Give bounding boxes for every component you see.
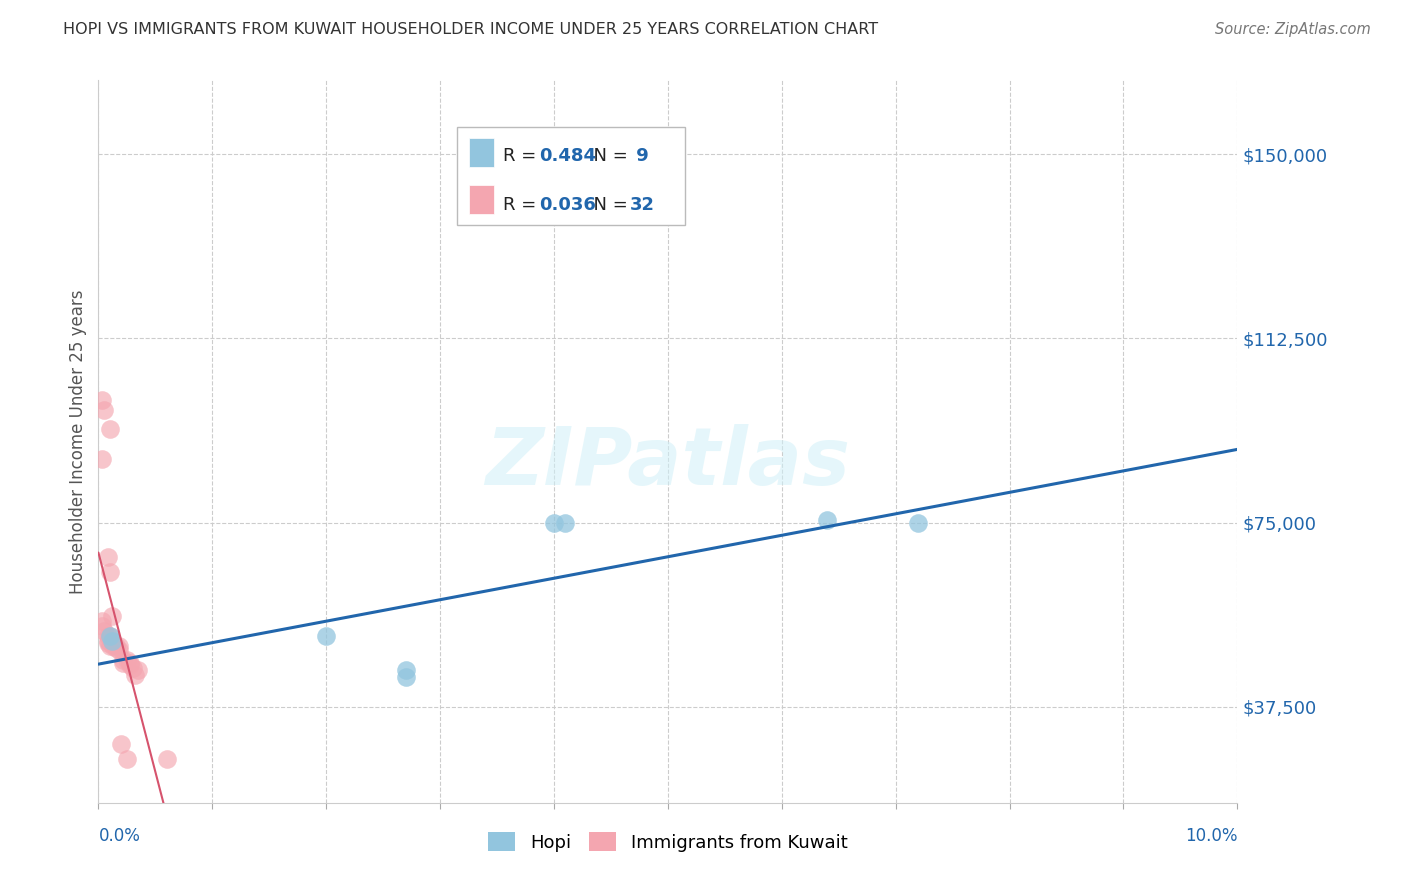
- Point: [554, 516, 576, 530]
- Point: [93, 624, 115, 638]
- Point: [115, 653, 138, 667]
- Point: [104, 639, 127, 653]
- Point: [98, 629, 121, 643]
- Point: [112, 653, 135, 667]
- Text: N =: N =: [582, 147, 634, 165]
- Text: HOPI VS IMMIGRANTS FROM KUWAIT HOUSEHOLDER INCOME UNDER 25 YEARS CORRELATION CHA: HOPI VS IMMIGRANTS FROM KUWAIT HOUSEHOLD…: [63, 22, 879, 37]
- Text: 10.0%: 10.0%: [1185, 828, 1237, 846]
- Point: [121, 660, 143, 674]
- Point: [98, 565, 121, 579]
- Point: [101, 609, 124, 624]
- Text: ZIPatlas: ZIPatlas: [485, 425, 851, 502]
- Point: [124, 668, 146, 682]
- Text: 32: 32: [630, 195, 655, 213]
- Text: 0.0%: 0.0%: [98, 828, 141, 846]
- Point: [98, 639, 121, 653]
- FancyBboxPatch shape: [457, 128, 685, 225]
- Text: 9: 9: [630, 147, 650, 165]
- Point: [108, 639, 131, 653]
- Point: [96, 633, 118, 648]
- Point: [108, 643, 131, 657]
- Bar: [468, 138, 494, 167]
- Point: [110, 737, 132, 751]
- Point: [115, 751, 138, 765]
- Point: [120, 658, 142, 673]
- Point: [103, 639, 125, 653]
- Point: [101, 633, 124, 648]
- Point: [96, 629, 118, 643]
- Point: [96, 549, 118, 564]
- Point: [907, 516, 929, 530]
- Point: [395, 663, 418, 677]
- Point: [127, 663, 149, 677]
- Text: 0.036: 0.036: [538, 195, 596, 213]
- Point: [93, 402, 115, 417]
- Point: [112, 656, 135, 670]
- Point: [96, 636, 118, 650]
- Point: [120, 656, 142, 670]
- Text: R =: R =: [503, 147, 541, 165]
- Point: [90, 451, 112, 466]
- Point: [395, 670, 418, 684]
- Point: [104, 640, 127, 655]
- Point: [98, 422, 121, 436]
- Point: [543, 516, 565, 530]
- Y-axis label: Householder Income Under 25 years: Householder Income Under 25 years: [69, 289, 87, 594]
- Point: [815, 513, 838, 527]
- Text: R =: R =: [503, 195, 541, 213]
- Point: [315, 629, 337, 643]
- Bar: [468, 185, 494, 214]
- Legend: Hopi, Immigrants from Kuwait: Hopi, Immigrants from Kuwait: [481, 825, 855, 859]
- Text: 0.484: 0.484: [538, 147, 596, 165]
- Point: [98, 629, 121, 643]
- Point: [90, 619, 112, 633]
- Point: [101, 633, 124, 648]
- Text: Source: ZipAtlas.com: Source: ZipAtlas.com: [1215, 22, 1371, 37]
- Point: [90, 614, 112, 628]
- Point: [90, 392, 112, 407]
- Point: [156, 751, 179, 765]
- Text: N =: N =: [582, 195, 634, 213]
